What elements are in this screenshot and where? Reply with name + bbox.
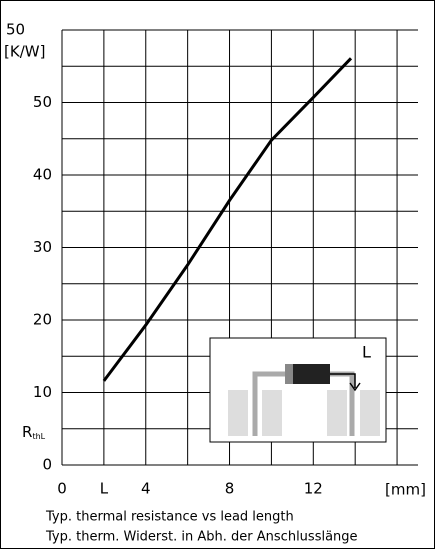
y-tick-label: 30 xyxy=(33,238,52,256)
caption: Typ. therm. Widerst. in Abh. der Anschlu… xyxy=(45,530,358,545)
caption: Typ. thermal resistance vs lead length xyxy=(45,510,294,525)
pad xyxy=(360,390,380,436)
x-tick-label: L xyxy=(100,480,109,498)
y-tick-label: 50 xyxy=(33,93,52,111)
y-top-label: 50 xyxy=(6,21,25,39)
y-unit: [K/W] xyxy=(4,43,45,61)
y-tick-label: 0 xyxy=(42,456,52,474)
inset: L xyxy=(209,337,387,443)
y-tick-label: 10 xyxy=(33,383,52,401)
y-label-main: R xyxy=(22,423,32,441)
inset-label: L xyxy=(362,343,371,362)
x-tick-label: 8 xyxy=(225,480,235,498)
x-tick-label: 12 xyxy=(304,480,323,498)
x-tick-label: 0 xyxy=(57,480,67,498)
x-unit: [mm] xyxy=(385,481,426,499)
pad xyxy=(228,390,248,436)
diode xyxy=(285,364,330,384)
y-label-sub: thL xyxy=(32,432,45,441)
x-tick-label: 4 xyxy=(141,480,151,498)
pad xyxy=(262,390,282,436)
diode-band xyxy=(285,364,293,384)
data-line xyxy=(102,57,353,382)
y-tick-label: 20 xyxy=(33,311,52,329)
arrow xyxy=(330,373,361,392)
pad xyxy=(327,390,347,436)
y-label: RthL xyxy=(22,423,46,441)
y-tick-label: 40 xyxy=(33,166,52,184)
